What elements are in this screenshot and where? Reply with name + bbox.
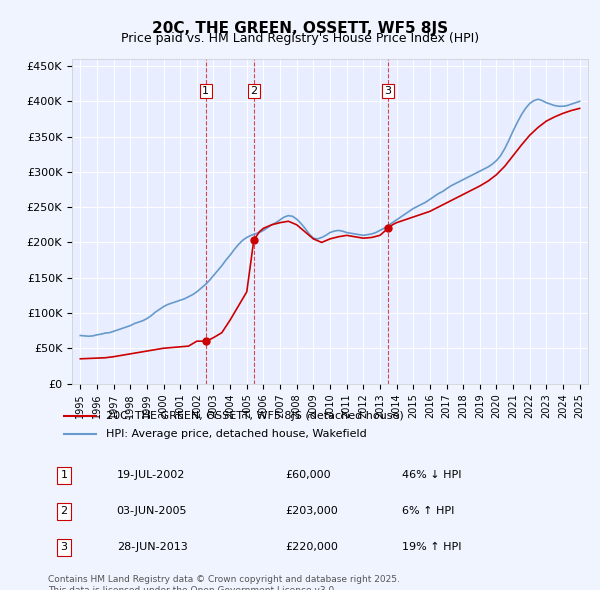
Text: 20C, THE GREEN, OSSETT, WF5 8JS (detached house): 20C, THE GREEN, OSSETT, WF5 8JS (detache… xyxy=(106,411,404,421)
Text: 3: 3 xyxy=(385,86,392,96)
Text: 46% ↓ HPI: 46% ↓ HPI xyxy=(402,470,461,480)
Text: HPI: Average price, detached house, Wakefield: HPI: Average price, detached house, Wake… xyxy=(106,429,367,439)
Text: 28-JUN-2013: 28-JUN-2013 xyxy=(116,542,187,552)
Text: 20C, THE GREEN, OSSETT, WF5 8JS: 20C, THE GREEN, OSSETT, WF5 8JS xyxy=(152,21,448,35)
Text: 6% ↑ HPI: 6% ↑ HPI xyxy=(402,506,454,516)
Text: 2: 2 xyxy=(250,86,257,96)
Text: Price paid vs. HM Land Registry's House Price Index (HPI): Price paid vs. HM Land Registry's House … xyxy=(121,32,479,45)
Text: 1: 1 xyxy=(202,86,209,96)
Text: 1: 1 xyxy=(61,470,67,480)
Text: 3: 3 xyxy=(61,542,67,552)
Text: 03-JUN-2005: 03-JUN-2005 xyxy=(116,506,187,516)
Text: £60,000: £60,000 xyxy=(286,470,331,480)
Text: 19% ↑ HPI: 19% ↑ HPI xyxy=(402,542,461,552)
Text: £220,000: £220,000 xyxy=(286,542,338,552)
Text: 19-JUL-2002: 19-JUL-2002 xyxy=(116,470,185,480)
Text: 2: 2 xyxy=(60,506,67,516)
Text: £203,000: £203,000 xyxy=(286,506,338,516)
Text: Contains HM Land Registry data © Crown copyright and database right 2025.
This d: Contains HM Land Registry data © Crown c… xyxy=(48,575,400,590)
